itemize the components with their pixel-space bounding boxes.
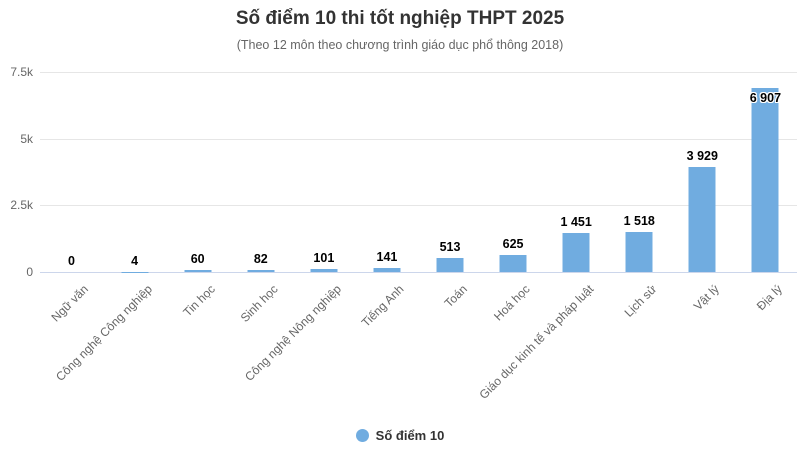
bar-6[interactable] [436,258,464,272]
legend-label: Số điểm 10 [375,428,445,443]
y-axis-tick-label: 7.5k [10,65,33,79]
x-axis-label: Sinh học [237,282,281,325]
bar-cell: 101 Công nghệ Nông nghiệp [242,72,355,384]
bar-value-label: 82 [253,251,268,266]
bar-cell: 6 907 Địa lý [734,72,797,313]
x-axis-label: Địa lý [754,282,786,314]
bar-3[interactable] [247,269,275,272]
y-axis: 0 2.5k 5k 7.5k [0,65,33,279]
bar-cell: 141 Tiếng Anh [355,72,418,330]
bar-2[interactable] [184,270,212,272]
bar-value-label: 4 [131,253,139,268]
y-axis-tick-label: 2.5k [10,198,33,213]
bar-10[interactable] [688,167,716,272]
bar-value-label: 1 518 [623,213,655,228]
bar-5[interactable] [373,268,401,272]
bar-8[interactable] [562,233,590,272]
bar-value-label: 1 451 [560,215,592,230]
x-axis-label: Vật lý [691,282,723,314]
bar-value-label: 60 [190,252,205,267]
x-axis-label: Giáo dục kinh tế và pháp luật [476,282,597,402]
gridline [40,138,797,140]
legend: Số điểm 10 [0,428,800,443]
bars: 0 Ngữ văn 4 Công nghệ Công nghiệp 60 Tin học 8… [40,72,797,402]
bar-11[interactable] [751,87,779,272]
legend-marker-icon [355,429,369,442]
bar-value-label: 141 [376,250,398,265]
bar-cell: 513 Toán [418,72,481,310]
bar-cell: 3 929 Vật lý [671,72,734,313]
bar-cell: 0 Ngữ văn [40,72,103,324]
bar-9[interactable] [625,231,653,272]
x-axis-label: Toán [441,282,470,311]
legend-item-so-diem-10[interactable]: Số điểm 10 [355,428,445,443]
y-axis-tick-label: 0 [26,265,33,279]
bar-value-label: 3 929 [686,149,718,164]
x-axis-label: Lịch sử [621,282,660,320]
x-axis-label: Tiếng Anh [359,282,407,330]
bar-value-label: 513 [439,240,461,255]
x-axis-label: Hoá học [491,282,533,324]
bar-cell: 625 Hoá học [482,72,545,323]
bar-7[interactable] [499,255,527,272]
bar-value-label: 0 [68,254,76,268]
bar-cell: 82 Sinh học [229,72,292,325]
bar-cell: 60 Tin học [166,72,229,319]
y-axis-tick-label: 5k [20,131,33,146]
bar-value-label: 625 [502,237,524,252]
chart-title: Số điểm 10 thi tốt nghiệp THPT 2025 [235,8,565,29]
x-axis-label: Ngữ văn [48,282,92,325]
bar-cell: 1 518 Lịch sử [608,72,671,320]
bar-4[interactable] [310,269,338,272]
plot-area: 0 Ngữ văn 4 Công nghệ Công nghiệp 60 Tin học 8… [40,72,797,402]
gridline [40,72,797,73]
bar-cell: 1 451 Giáo dục kinh tế và pháp luật [476,72,608,401]
x-axis-label: Tin học [180,282,218,320]
gridline [40,205,797,207]
chart-subtitle: (Theo 12 môn theo chương trình giáo dục … [236,38,564,52]
bar-cell: 4 Công nghệ Công nghiệp [53,72,166,384]
bar-value-label: 101 [313,251,335,266]
bar-value-label: 6 907 [749,90,782,105]
